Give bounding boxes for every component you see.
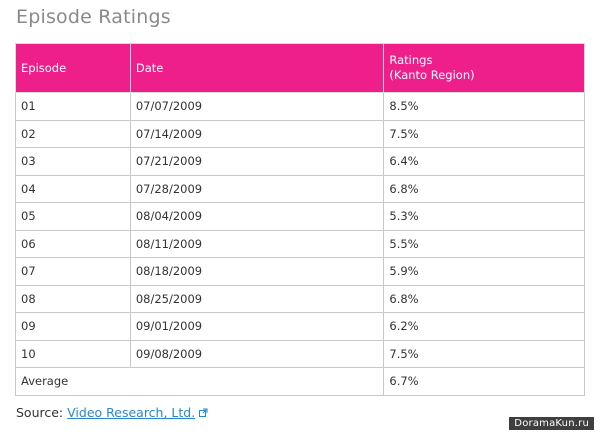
rating-cell: 5.3% bbox=[383, 202, 585, 231]
table-row: 03 07/21/2009 6.4% bbox=[15, 147, 585, 176]
date-cell: 09/08/2009 bbox=[129, 339, 385, 368]
header-date: Date bbox=[129, 43, 385, 93]
episode-cell: 06 bbox=[15, 229, 131, 258]
date-cell: 08/18/2009 bbox=[129, 257, 385, 286]
episode-cell: 07 bbox=[15, 257, 131, 286]
table-row: 02 07/14/2009 7.5% bbox=[15, 119, 585, 148]
header-episode: Episode bbox=[15, 43, 131, 93]
rating-cell: 6.8% bbox=[383, 174, 585, 203]
date-cell: 07/14/2009 bbox=[129, 119, 385, 148]
table-row: 06 08/11/2009 5.5% bbox=[15, 229, 585, 258]
average-rating: 6.7% bbox=[383, 367, 585, 396]
episode-cell: 09 bbox=[15, 312, 131, 341]
date-cell: 09/01/2009 bbox=[129, 312, 385, 341]
rating-cell: 6.2% bbox=[383, 312, 585, 341]
episode-cell: 10 bbox=[15, 339, 131, 368]
episode-cell: 02 bbox=[15, 119, 131, 148]
table-row: 07 08/18/2009 5.9% bbox=[15, 257, 585, 286]
rating-cell: 6.4% bbox=[383, 147, 585, 176]
rating-cell: 6.8% bbox=[383, 284, 585, 313]
table-row: 09 09/01/2009 6.2% bbox=[15, 312, 585, 341]
average-label: Average bbox=[14, 367, 385, 396]
source-link[interactable]: Video Research, Ltd. bbox=[67, 405, 196, 420]
rating-cell: 7.5% bbox=[383, 339, 585, 368]
source-label: Source: bbox=[16, 405, 64, 420]
rating-cell: 8.5% bbox=[383, 92, 585, 121]
episode-cell: 05 bbox=[15, 202, 131, 231]
date-cell: 07/07/2009 bbox=[129, 92, 385, 121]
date-cell: 07/28/2009 bbox=[129, 174, 385, 203]
table-row: 04 07/28/2009 6.8% bbox=[15, 174, 585, 203]
episode-cell: 01 bbox=[15, 92, 131, 121]
episode-cell: 04 bbox=[15, 174, 131, 203]
table-row: 10 09/08/2009 7.5% bbox=[15, 339, 585, 368]
average-row: Average 6.7% bbox=[14, 367, 585, 396]
table-row: 01 07/07/2009 8.5% bbox=[15, 92, 585, 121]
header-ratings: Ratings (Kanto Region) bbox=[383, 43, 585, 93]
ratings-table: Episode Date Ratings (Kanto Region) 01 07… bbox=[14, 43, 585, 396]
source-line: Source: Video Research, Ltd. bbox=[16, 405, 208, 420]
external-link-icon[interactable] bbox=[199, 405, 208, 417]
date-cell: 08/11/2009 bbox=[129, 229, 385, 258]
date-cell: 08/04/2009 bbox=[129, 202, 385, 231]
page-title: Episode Ratings bbox=[16, 6, 171, 28]
episode-cell: 08 bbox=[15, 284, 131, 313]
rating-cell: 5.9% bbox=[383, 257, 585, 286]
header-ratings-line2: (Kanto Region) bbox=[389, 68, 475, 82]
watermark: DoramaKun.ru bbox=[509, 417, 594, 430]
table-header-row: Episode Date Ratings (Kanto Region) bbox=[15, 43, 585, 93]
header-ratings-line1: Ratings bbox=[389, 53, 433, 67]
date-cell: 07/21/2009 bbox=[129, 147, 385, 176]
episode-cell: 03 bbox=[15, 147, 131, 176]
table-row: 05 08/04/2009 5.3% bbox=[15, 202, 585, 231]
rating-cell: 7.5% bbox=[383, 119, 585, 148]
table-row: 08 08/25/2009 6.8% bbox=[15, 284, 585, 313]
rating-cell: 5.5% bbox=[383, 229, 585, 258]
date-cell: 08/25/2009 bbox=[129, 284, 385, 313]
